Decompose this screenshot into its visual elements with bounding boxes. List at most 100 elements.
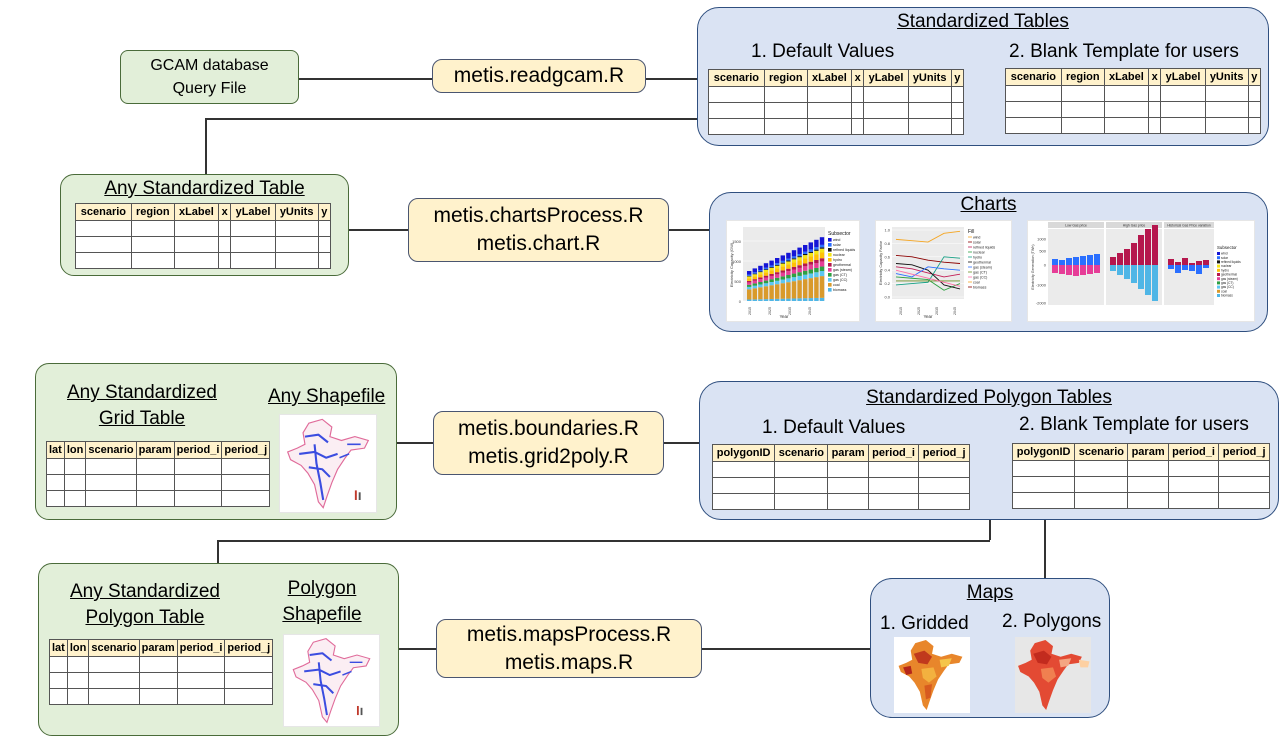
bar-segment: [791, 281, 797, 299]
bar-segment: [758, 284, 763, 288]
bar-segment: [775, 258, 780, 264]
table-cell: [711, 461, 776, 478]
table-cell: [1148, 85, 1162, 102]
series-line: [895, 266, 961, 278]
polygons-map-image: [1007, 637, 1099, 713]
polygons-label: 2. Polygons: [1002, 611, 1102, 632]
bar-positive: [1138, 235, 1144, 265]
bar-segment: [814, 247, 819, 250]
legend-swatch: [828, 263, 832, 267]
column-header: xLabel: [173, 203, 220, 221]
bar-segment: [791, 298, 797, 301]
table-cell: [221, 474, 271, 491]
legend-swatch: [828, 283, 832, 287]
y-axis-label: Electricity Capacity Factor: [879, 240, 883, 285]
bar-segment: [797, 257, 802, 261]
bar-segment: [803, 270, 808, 275]
bar-segment: [780, 272, 785, 277]
polygon-tables-title: Standardized Polygon Tables: [866, 387, 1112, 408]
legend-label: wind: [973, 236, 980, 240]
bar-segment: [752, 273, 757, 275]
gcam-line1: GCAM database: [150, 57, 269, 74]
table-row: [46, 490, 271, 507]
bar-segment: [775, 265, 780, 269]
bar-segment: [752, 285, 757, 289]
charts-process-label: metis.chartsProcess.R: [433, 204, 644, 227]
legend-label: solar: [1221, 256, 1229, 260]
bar-negative: [1189, 265, 1195, 271]
legend-swatch: [828, 253, 832, 257]
legend-label: gas (CC): [1221, 285, 1234, 289]
bar-segment: [819, 297, 825, 301]
bar-segment: [758, 279, 763, 282]
legend-label: coal: [833, 283, 840, 287]
bar-segment: [808, 269, 813, 274]
table-cell: [88, 672, 140, 689]
bar-segment: [780, 260, 785, 263]
legend-swatch: [828, 258, 832, 262]
bar-segment: [775, 268, 780, 273]
legend-swatch: [1217, 281, 1220, 285]
shapefile-line2: Shapefile: [282, 604, 362, 625]
y-tick-label: 0.0: [884, 295, 890, 300]
bar-segment: [780, 266, 785, 271]
bar-negative: [1182, 265, 1188, 270]
bar-positive: [1110, 257, 1116, 265]
connector-poly-to-polybox-h: [217, 540, 990, 542]
bar-segment: [763, 283, 769, 287]
bar-positive: [1094, 254, 1100, 265]
standardized-tables-title: Standardized Tables: [897, 11, 1069, 32]
bar-segment: [803, 279, 808, 299]
table-cell: [806, 118, 853, 135]
facet-strip: [1164, 222, 1214, 228]
table-row: [1011, 492, 1270, 509]
column-header: scenario: [774, 444, 829, 462]
bar-segment: [808, 256, 813, 262]
bar-segment: [803, 298, 808, 301]
table-row: [46, 474, 271, 491]
y-tick-label: 0.2: [884, 281, 890, 286]
connector-anytable-charts: [348, 229, 409, 231]
bar-segment: [808, 264, 813, 270]
table-cell: [130, 252, 175, 269]
column-header: lon: [66, 639, 90, 657]
maps-function-box: metis.mapsProcess.R metis.maps.R: [436, 619, 702, 678]
bar-segment: [763, 267, 769, 270]
table-row: [46, 458, 271, 475]
column-header: param: [135, 441, 175, 459]
table-cell: [1127, 460, 1169, 477]
table-cell: [218, 236, 232, 253]
bar-segment: [775, 298, 780, 301]
table-cell: [708, 118, 765, 135]
bar-segment: [769, 273, 774, 276]
x-tick-label: 2015: [748, 307, 752, 315]
table-cell: [708, 102, 765, 119]
table-cell: [46, 474, 65, 491]
column-header: y: [1247, 68, 1262, 86]
bar-negative: [1080, 265, 1086, 275]
legend-swatch: [828, 243, 832, 247]
column-header: lon: [63, 441, 87, 459]
bar-segment: [780, 262, 785, 264]
table-cell: [863, 86, 909, 103]
table-cell: [135, 490, 175, 507]
table-cell: [851, 118, 865, 135]
bar-segment: [780, 276, 785, 280]
table-cell: [711, 477, 776, 494]
polygon-shapefile-title: Polygon Shapefile: [281, 578, 363, 626]
polygon-table: lat lon scenario param period_i period_j: [49, 639, 274, 705]
bar-segment: [786, 264, 791, 269]
bar-segment: [803, 266, 808, 271]
table-cell: [1160, 117, 1206, 134]
y-tick-label: -1000: [1036, 283, 1047, 288]
bar-segment: [808, 298, 813, 301]
island-mark: [360, 707, 363, 716]
connector-mapsfn-maps: [701, 648, 871, 650]
bar-segment: [808, 249, 813, 252]
table-cell: [763, 86, 808, 103]
bar-segment: [752, 299, 757, 301]
bar-segment: [797, 275, 802, 281]
column-header: region: [1060, 68, 1105, 86]
poly-default-table: polygonID scenario param period_i period_j: [711, 444, 970, 510]
table-cell: [176, 688, 226, 705]
